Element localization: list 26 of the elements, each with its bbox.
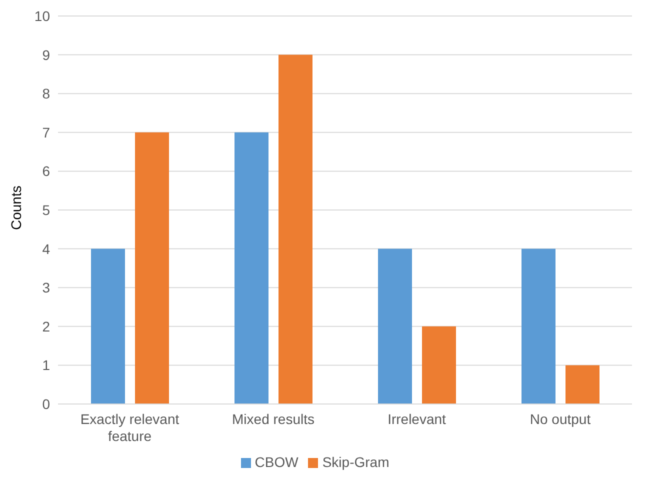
bar xyxy=(278,54,312,404)
bar xyxy=(135,132,169,404)
bar xyxy=(234,132,268,404)
y-tick-label: 5 xyxy=(42,202,50,218)
x-tick-label: Mixed results xyxy=(232,411,314,427)
y-tick-label: 10 xyxy=(34,8,50,24)
bar xyxy=(566,365,600,404)
bar xyxy=(522,248,556,404)
bar xyxy=(378,248,412,404)
y-tick-label: 8 xyxy=(42,86,50,102)
legend-label: Skip-Gram xyxy=(322,454,390,470)
y-tick-label: 9 xyxy=(42,46,50,63)
y-tick-label: 2 xyxy=(42,318,50,334)
y-axis-title: Counts xyxy=(8,186,24,230)
bar xyxy=(422,326,456,404)
x-tick-label: No output xyxy=(530,411,591,427)
y-tick-label: 3 xyxy=(42,280,50,296)
y-tick-label: 7 xyxy=(42,124,50,140)
y-tick-label: 6 xyxy=(42,163,50,180)
x-tick-label: Irrelevant xyxy=(388,411,446,427)
y-tick-label: 0 xyxy=(42,396,50,412)
x-tick-label: Exactly relevant feature xyxy=(80,411,180,444)
y-tick-label: 4 xyxy=(42,240,50,257)
y-tick-label: 1 xyxy=(42,357,50,374)
legend-label: CBOW xyxy=(254,454,298,470)
bar xyxy=(91,248,125,404)
